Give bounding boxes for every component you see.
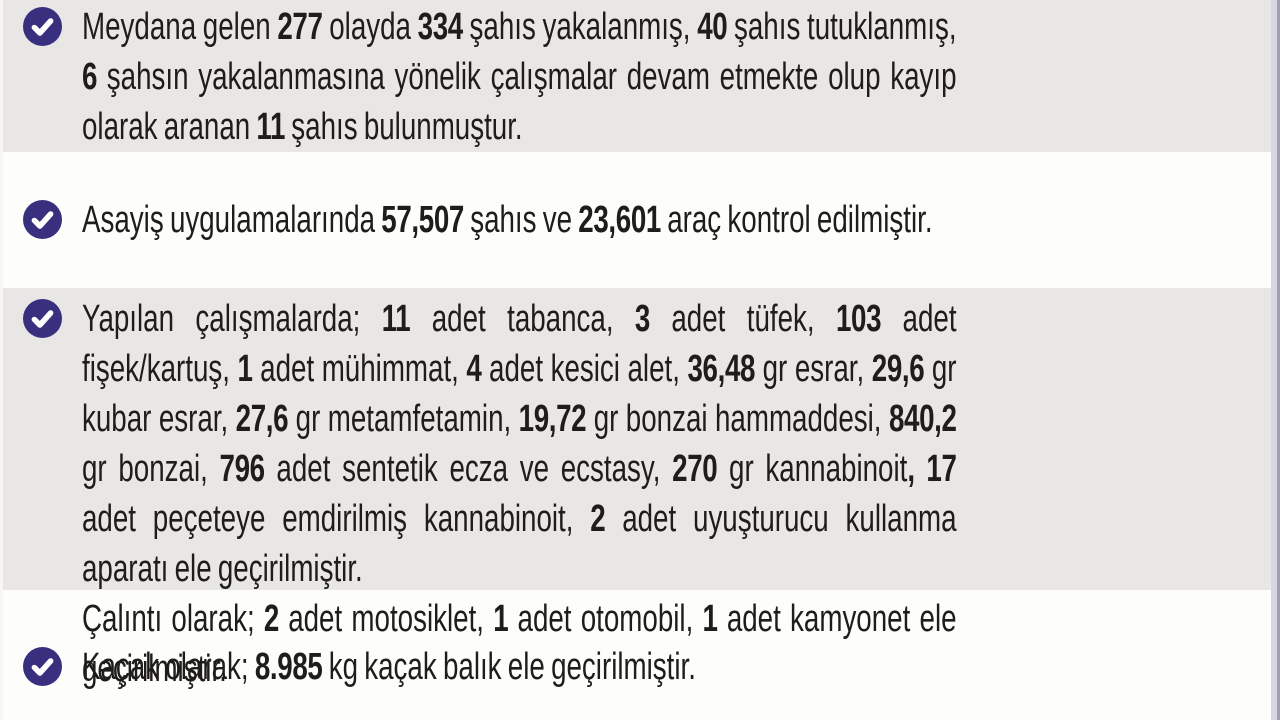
paragraph: Yapılan çalışmalarda; 11 adet tabanca, 3… [82,298,957,590]
check-circle-icon [23,299,62,338]
right-edge-strip [1271,0,1277,720]
bullet-item-incidents: Meydana gelen 277 olayda 334 şahıs yakal… [0,0,1280,152]
right-edge-line [1277,0,1280,720]
paragraph: Kaçak olarak; 8.985 kg kaçak balık ele g… [82,646,696,688]
check-circle-icon [23,647,62,686]
bullet-text-public-order: Asayiş uygulamalarında 57,507 şahıs ve 2… [82,195,957,245]
bullet-text-smuggling: Kaçak olarak; 8.985 kg kaçak balık ele g… [82,642,957,692]
bullet-text-seizures: Yapılan çalışmalarda; 11 adet tabanca, 3… [82,294,957,694]
paragraph: Meydana gelen 277 olayda 334 şahıs yakal… [82,6,957,148]
paragraph: Asayiş uygulamalarında 57,507 şahıs ve 2… [82,199,933,241]
bullet-item-seizures: Yapılan çalışmalarda; 11 adet tabanca, 3… [0,288,1280,690]
bullet-item-public-order: Asayiş uygulamalarında 57,507 şahıs ve 2… [0,152,1280,288]
left-edge-strip [0,0,3,720]
check-circle-icon [23,7,62,46]
paragraph-stolen-vehicles: Çalıntı olarak; 2 adet motosiklet, 1 ade… [82,598,957,690]
bullet-item-smuggling: Kaçak olarak; 8.985 kg kaçak balık ele g… [0,590,1280,720]
bullet-text-incidents: Meydana gelen 277 olayda 334 şahıs yakal… [82,2,957,152]
check-circle-icon [23,200,62,239]
